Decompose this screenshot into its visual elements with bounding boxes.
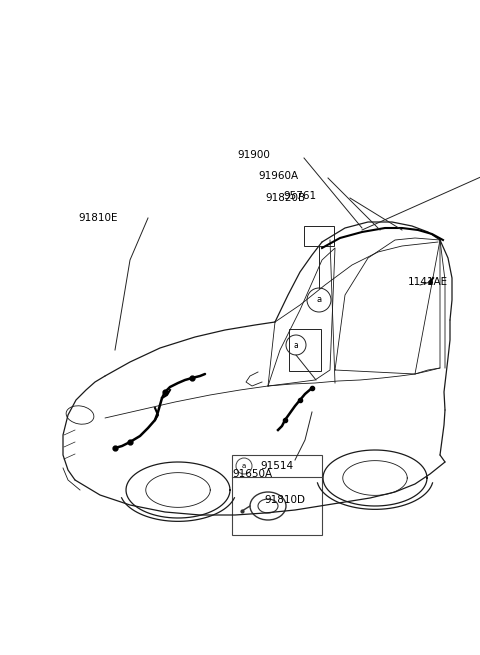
Text: 91960A: 91960A <box>258 171 298 181</box>
Text: a: a <box>242 463 246 469</box>
Text: 91810D: 91810D <box>264 495 305 505</box>
Text: 1141AE: 1141AE <box>408 277 448 287</box>
Text: 91514: 91514 <box>260 461 293 471</box>
Text: a: a <box>294 341 299 350</box>
Text: 91810E: 91810E <box>78 213 118 223</box>
Text: 91650A: 91650A <box>232 469 272 479</box>
Text: 91900: 91900 <box>238 150 270 160</box>
Text: a: a <box>316 295 322 305</box>
Text: 95761: 95761 <box>283 191 317 201</box>
Text: 91820B: 91820B <box>265 193 305 203</box>
